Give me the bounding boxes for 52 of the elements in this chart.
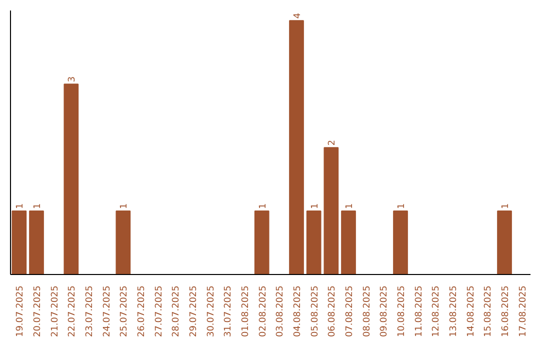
bar: [254, 210, 270, 274]
bar: [64, 84, 79, 274]
data-label: 4: [293, 12, 303, 19]
x-tick-label: 16.08.2025: [501, 286, 511, 338]
x-tick-label: 06.08.2025: [328, 286, 338, 338]
x-tick-label: 31.07.2025: [224, 286, 234, 338]
x-tick-label: 08.08.2025: [362, 286, 372, 338]
bar: [289, 20, 304, 274]
bar: [116, 210, 131, 274]
x-tick-label: 21.07.2025: [50, 286, 60, 338]
data-label: 1: [16, 203, 26, 210]
x-tick-label: 11.08.2025: [414, 286, 424, 338]
x-tick-label: 27.07.2025: [154, 286, 164, 338]
x-tick-label: 24.07.2025: [102, 286, 112, 338]
x-tick-label: 12.08.2025: [432, 286, 442, 338]
x-tick-label: 09.08.2025: [380, 286, 390, 338]
data-label: 1: [258, 203, 268, 210]
x-tick-label: 15.08.2025: [484, 286, 494, 338]
x-tick-label: 10.08.2025: [397, 286, 407, 338]
x-tick-label: 07.08.2025: [345, 286, 355, 338]
x-tick-label: 01.08.2025: [241, 286, 251, 338]
data-label: 3: [68, 76, 78, 82]
x-tick-label: 26.07.2025: [137, 286, 147, 338]
x-tick-label: 20.07.2025: [33, 286, 43, 338]
bar: [393, 210, 408, 274]
data-label: 2: [328, 140, 338, 146]
x-tick-label: 04.08.2025: [293, 286, 303, 338]
x-tick-label: 28.07.2025: [172, 286, 182, 338]
x-tick-label: 30.07.2025: [206, 286, 216, 338]
x-tick-label: 19.07.2025: [16, 286, 26, 338]
x-tick-label: 29.07.2025: [189, 286, 199, 338]
x-tick-label: 17.08.2025: [518, 286, 528, 338]
x-tick-label: 03.08.2025: [276, 286, 286, 338]
bar: [306, 210, 322, 274]
bar: [497, 210, 512, 274]
data-label: 1: [397, 203, 407, 210]
x-tick-label: 25.07.2025: [120, 286, 130, 338]
bar: [324, 147, 339, 274]
bar: [12, 210, 27, 274]
x-tick-label: 14.08.2025: [466, 286, 476, 338]
bar: [29, 210, 44, 274]
x-tick-label: 22.07.2025: [68, 286, 78, 338]
x-tick-label: 13.08.2025: [449, 286, 459, 338]
data-label: 1: [501, 203, 511, 210]
x-tick-label: 23.07.2025: [85, 286, 95, 338]
data-label: 1: [120, 203, 130, 210]
x-tick-label: 02.08.2025: [258, 286, 268, 338]
bar: [341, 210, 356, 274]
data-label: 1: [345, 203, 355, 210]
data-label: 1: [33, 203, 43, 210]
x-tick-label: 05.08.2025: [310, 286, 320, 338]
data-label: 1: [310, 203, 320, 210]
